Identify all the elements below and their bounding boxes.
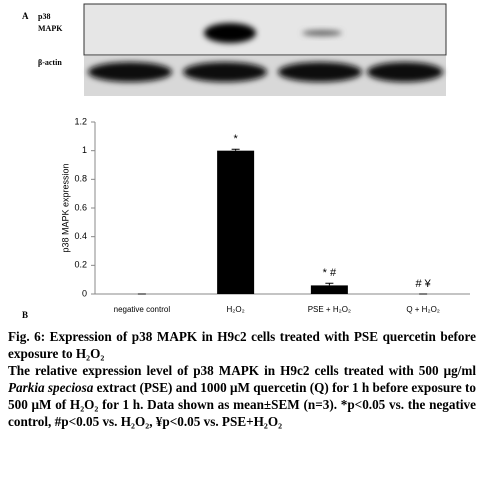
y-tick-label: 0.6 — [74, 202, 87, 212]
significance-label: # ¥ — [415, 278, 431, 290]
caption-text: The relative expression level of p38 MAP… — [8, 363, 476, 378]
error-bar — [325, 282, 334, 286]
caption-body: The relative expression level of p38 MAP… — [8, 362, 476, 430]
bar — [310, 285, 348, 294]
band — [88, 62, 172, 82]
band — [367, 62, 443, 82]
x-tick-label: PSE + H₂O₂ — [308, 305, 351, 314]
blot-label: β-actin — [38, 58, 62, 67]
caption-text: extract (PSE) and 1000 μM quercetin (Q) … — [8, 380, 477, 429]
x-tick-label: H₂O₂ — [227, 305, 245, 314]
blot-label: p38 — [38, 12, 50, 21]
x-tick-label: Q + H₂O₂ — [406, 305, 440, 314]
significance-label: * # — [323, 267, 337, 279]
y-tick-label: 1.2 — [74, 116, 87, 126]
panel-label: B — [22, 310, 28, 320]
blot-label: MAPK — [38, 24, 63, 33]
band — [183, 62, 267, 82]
error-bar — [231, 148, 240, 151]
y-axis-label: p38 MAPK expression — [60, 163, 70, 252]
y-tick-label: 0.8 — [74, 174, 87, 184]
band — [204, 23, 256, 43]
band — [302, 30, 342, 36]
y-tick-label: 0.4 — [74, 231, 87, 241]
figure: A p38 MAPK β-actin B p38 MAPK expression… — [22, 3, 470, 320]
band — [278, 62, 362, 82]
significance-label: * — [233, 133, 238, 145]
y-tick-label: 1 — [82, 145, 87, 155]
y-tick-label: 0.2 — [74, 260, 87, 270]
caption-title: Fig. 6: Expression of p38 MAPK in H9c2 c… — [8, 329, 476, 361]
caption: Fig. 6: Expression of p38 MAPK in H9c2 c… — [8, 328, 476, 430]
caption-text: Parkia speciosa — [8, 380, 94, 395]
y-tick-label: 0 — [82, 288, 87, 298]
panel-label: A — [22, 11, 29, 21]
blot-p38 — [83, 3, 447, 56]
x-tick-label: negative control — [114, 305, 171, 314]
bar — [217, 150, 255, 294]
